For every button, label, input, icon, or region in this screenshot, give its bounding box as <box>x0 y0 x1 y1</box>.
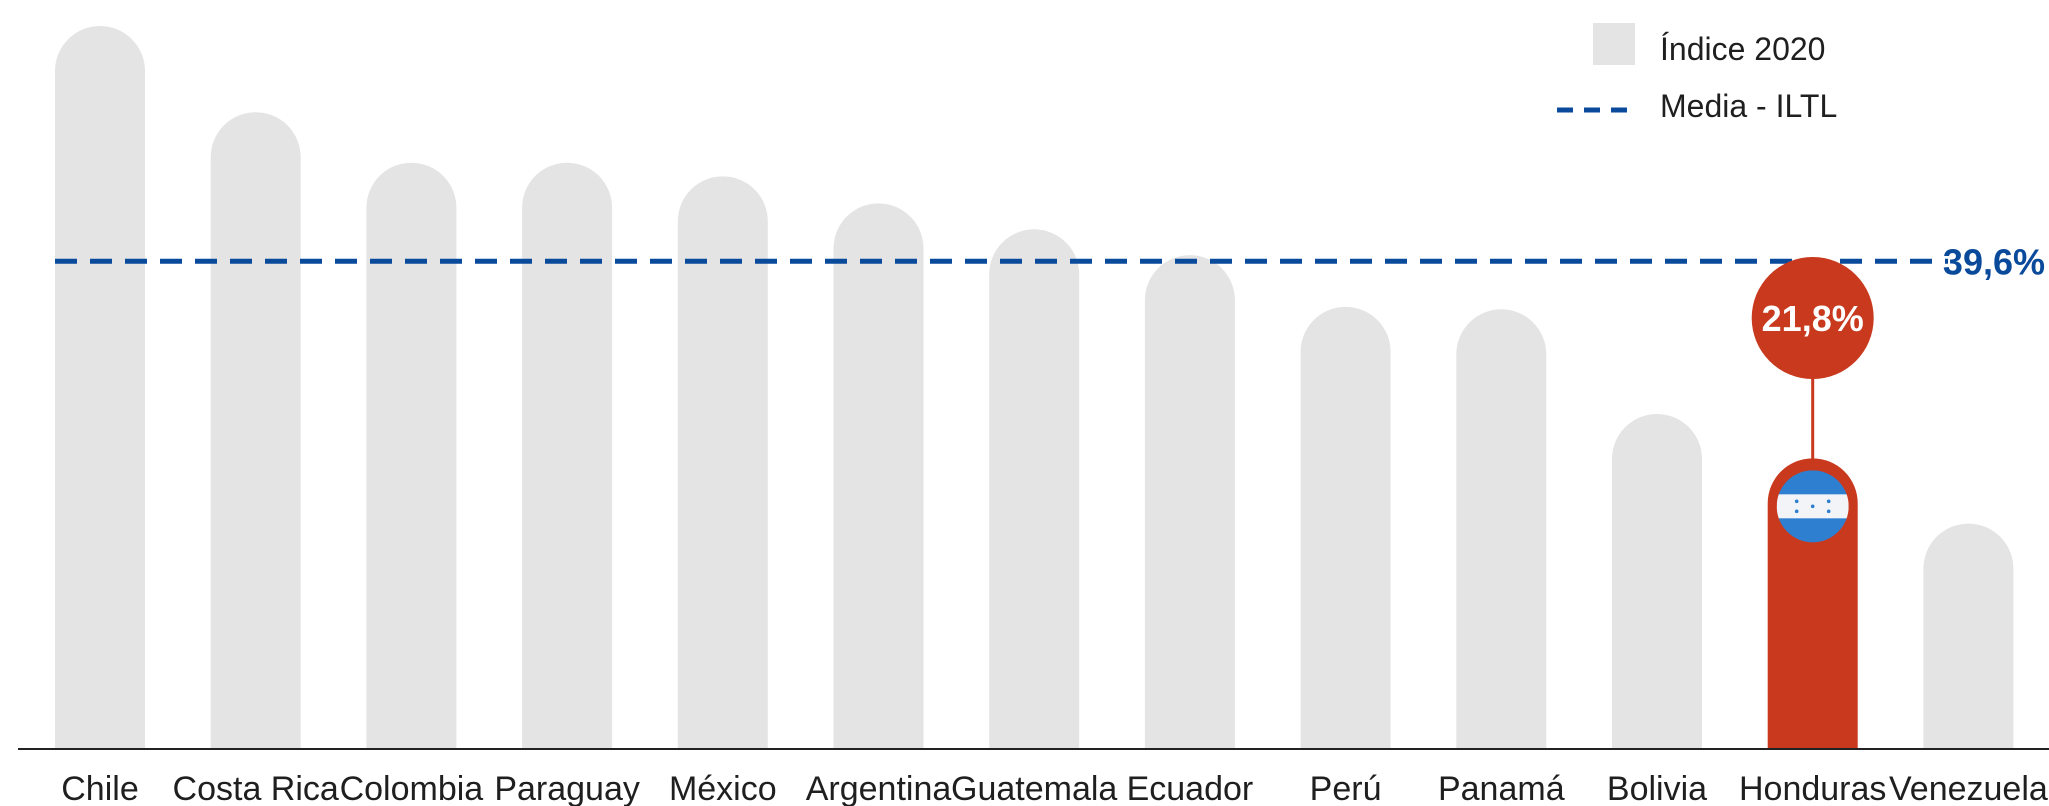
flag-star-icon <box>1794 509 1799 514</box>
legend-swatch-bars <box>1593 23 1635 65</box>
category-label-chile: Chile <box>61 770 138 806</box>
mean-value-label: 39,6% <box>1943 241 2045 282</box>
category-label-panama: Panamá <box>1438 770 1565 806</box>
bar-bolivia <box>1612 413 1702 749</box>
bar-peru <box>1300 306 1391 749</box>
category-label-peru: Perú <box>1310 770 1382 806</box>
flag-star-icon <box>1826 499 1831 504</box>
category-labels: Chile Costa Rica Colombia Paraguay México Arg… <box>61 770 2048 806</box>
bar-colombia <box>366 162 457 749</box>
category-label-paraguay: Paraguay <box>494 770 640 806</box>
legend: Índice 2020 Media - ILTL <box>1557 23 1837 124</box>
category-label-honduras: Honduras <box>1739 770 1886 806</box>
category-label-mexico: México <box>669 770 777 806</box>
bar-argentina <box>833 203 924 749</box>
category-label-argentina: Argentina <box>806 770 952 806</box>
bar-ecuador <box>1144 255 1235 749</box>
bar-panama <box>1456 309 1547 749</box>
flag-star-icon <box>1826 509 1831 514</box>
flag-star-icon <box>1810 504 1815 509</box>
legend-label-bars: Índice 2020 <box>1660 31 1825 67</box>
highlight-callout: 21,8% <box>1751 257 1874 463</box>
category-label-venezuela: Venezuela <box>1889 770 2048 806</box>
bar-paraguay <box>522 162 613 749</box>
category-label-costa-rica: Costa Rica <box>173 770 339 806</box>
honduras-flag-icon <box>1776 470 1849 543</box>
legend-label-mean: Media - ILTL <box>1660 88 1837 124</box>
category-label-bolivia: Bolivia <box>1607 770 1707 806</box>
bar-mexico <box>677 176 768 749</box>
category-label-colombia: Colombia <box>340 770 484 806</box>
bars-group <box>55 26 2014 750</box>
bar-chile <box>55 26 145 750</box>
callout-value-label: 21,8% <box>1762 298 1864 339</box>
bar-costa-rica <box>210 112 301 749</box>
bar-venezuela <box>1923 523 2014 749</box>
category-label-ecuador: Ecuador <box>1127 770 1254 806</box>
category-label-guatemala: Guatemala <box>951 770 1117 806</box>
flag-star-icon <box>1794 499 1799 504</box>
callout-circle <box>1751 257 1874 379</box>
bar-guatemala <box>989 229 1080 749</box>
